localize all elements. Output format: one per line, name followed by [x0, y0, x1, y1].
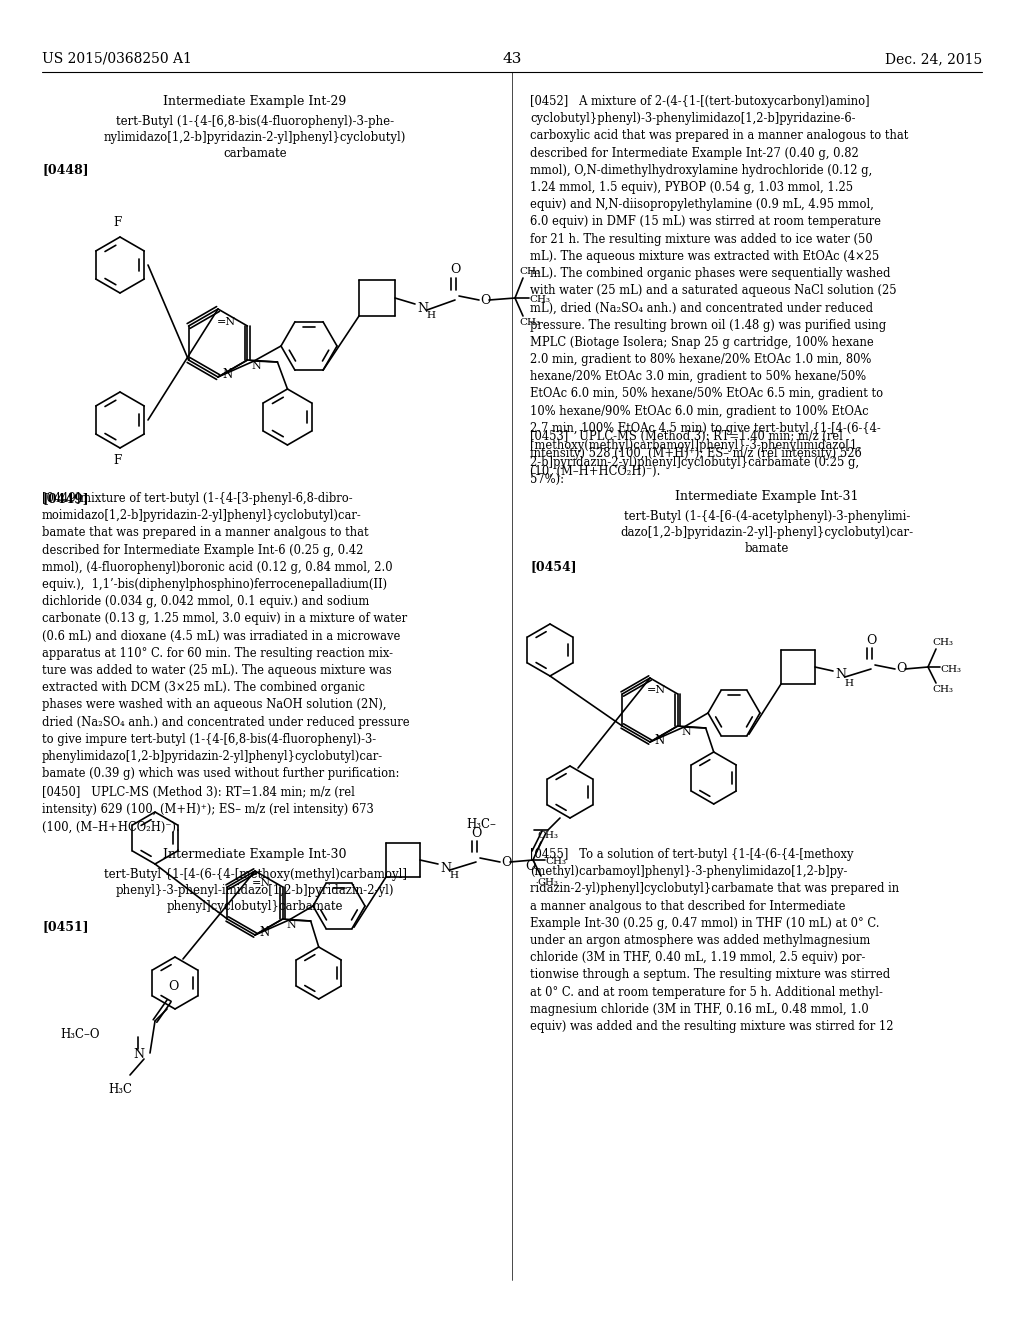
Text: H: H [426, 312, 435, 321]
Text: Intermediate Example Int-31: Intermediate Example Int-31 [675, 490, 859, 503]
Text: O: O [450, 263, 460, 276]
Text: dazo[1,2-b]pyridazin-2-yl]-phenyl}cyclobutyl)car-: dazo[1,2-b]pyridazin-2-yl]-phenyl}cyclob… [621, 525, 913, 539]
Text: O: O [501, 855, 511, 869]
Text: O: O [896, 663, 906, 676]
Text: [0450]   UPLC-MS (Method 3): RT=1.84 min; m/z (rel
intensity) 629 (100, (M+H)⁺);: [0450] UPLC-MS (Method 3): RT=1.84 min; … [42, 785, 374, 833]
Text: tert-Butyl {1-[4-(6-{4-[methoxy(methyl)carbamoyl]: tert-Butyl {1-[4-(6-{4-[methoxy(methyl)c… [103, 869, 407, 880]
Text: N: N [682, 727, 691, 737]
Text: O: O [480, 293, 490, 306]
Text: =N: =N [252, 878, 270, 888]
Text: tert-Butyl (1-{4-[6-(4-acetylphenyl)-3-phenylimi-: tert-Butyl (1-{4-[6-(4-acetylphenyl)-3-p… [624, 510, 910, 523]
Text: N: N [287, 920, 297, 931]
Text: N: N [259, 927, 269, 940]
Text: phenyl]cyclobutyl}carbamate: phenyl]cyclobutyl}carbamate [167, 900, 343, 913]
Text: CH₃: CH₃ [519, 267, 540, 276]
Text: O: O [471, 828, 481, 840]
Text: =N: =N [646, 685, 666, 696]
Text: [0454]: [0454] [530, 560, 577, 573]
Text: [0455]   To a solution of tert-butyl {1-[4-(6-{4-[methoxy
(methyl)carbamoyl]phen: [0455] To a solution of tert-butyl {1-[4… [530, 847, 899, 1034]
Text: [0448]: [0448] [42, 162, 89, 176]
Text: CH₃: CH₃ [537, 832, 558, 840]
Text: O: O [866, 634, 877, 647]
Text: O: O [168, 979, 178, 993]
Text: bamate: bamate [744, 543, 790, 554]
Text: F: F [113, 454, 121, 467]
Text: CH₃: CH₃ [932, 685, 953, 694]
Text: H₃C: H₃C [108, 1082, 132, 1096]
Text: Dec. 24, 2015: Dec. 24, 2015 [885, 51, 982, 66]
Text: N: N [654, 734, 665, 747]
Text: CH₃: CH₃ [940, 664, 961, 673]
Text: Intermediate Example Int-30: Intermediate Example Int-30 [163, 847, 347, 861]
Text: H₃C–O: H₃C–O [60, 1028, 100, 1041]
Text: N: N [440, 862, 451, 874]
Text: [0451]: [0451] [42, 920, 89, 933]
Text: H₃C–: H₃C– [466, 818, 496, 832]
Text: [0452]   A mixture of 2-(4-{1-[(tert-butoxycarbonyl)amino]
cyclobutyl}phenyl)-3-: [0452] A mixture of 2-(4-{1-[(tert-butox… [530, 95, 908, 486]
Text: carbamate: carbamate [223, 147, 287, 160]
Text: N: N [222, 368, 232, 381]
Text: [0449]mixture of tert-butyl (1-{4-[3-phenyl-6,8-dibro-
moimidazo[1,2-b]pyridazin: [0449]mixture of tert-butyl (1-{4-[3-phe… [42, 492, 410, 780]
Text: CH₃: CH₃ [529, 296, 550, 305]
Text: =N: =N [216, 317, 236, 327]
Text: 43: 43 [503, 51, 521, 66]
Text: H: H [449, 871, 458, 880]
Text: [0453]   UPLC-MS (Method 3): RT=1.40 min; m/z (rel
intensity) 528 (100, (M+H)⁺);: [0453] UPLC-MS (Method 3): RT=1.40 min; … [530, 430, 862, 478]
Text: N: N [252, 360, 261, 371]
Text: F: F [113, 216, 121, 228]
Text: CH₃: CH₃ [519, 318, 540, 327]
Text: CH₃: CH₃ [932, 638, 953, 647]
Text: tert-Butyl (1-{4-[6,8-bis(4-fluorophenyl)-3-phe-: tert-Butyl (1-{4-[6,8-bis(4-fluorophenyl… [116, 115, 394, 128]
Text: N: N [133, 1048, 144, 1061]
Text: Intermediate Example Int-29: Intermediate Example Int-29 [164, 95, 347, 108]
Text: [0449]: [0449] [42, 492, 89, 506]
Text: N: N [835, 668, 846, 681]
Text: CH₃: CH₃ [545, 858, 566, 866]
Text: phenyl}-3-phenyl-imidazo[1,2-b]pyridazin-2-yl): phenyl}-3-phenyl-imidazo[1,2-b]pyridazin… [116, 884, 394, 898]
Text: N: N [417, 301, 428, 314]
Text: nylimidazo[1,2-b]pyridazin-2-yl]phenyl}cyclobutyl): nylimidazo[1,2-b]pyridazin-2-yl]phenyl}c… [103, 131, 407, 144]
Text: CH₃: CH₃ [537, 878, 558, 887]
Text: O: O [525, 861, 536, 873]
Text: H: H [844, 678, 853, 688]
Text: US 2015/0368250 A1: US 2015/0368250 A1 [42, 51, 191, 66]
